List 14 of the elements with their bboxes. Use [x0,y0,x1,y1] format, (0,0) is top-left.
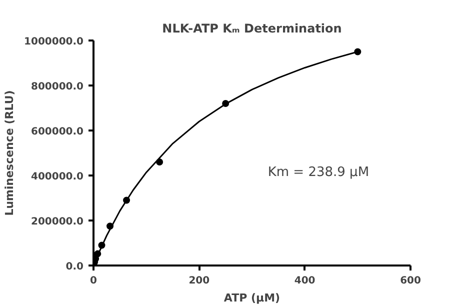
y-tick-label: 800000.0 [30,82,84,92]
chart-title: NLK-ATP Kₘ Determination [162,22,342,36]
x-tick-label: 600 [400,276,421,286]
y-tick-label: 200000.0 [30,216,84,228]
x-tick-label: 0 [90,276,98,286]
x-tick-label: 400 [294,276,316,286]
y-tick-label: 600000.0 [30,126,84,138]
x-axis-title: ATP (µM) [224,292,280,304]
annotation: Km = 238.9 µM [268,165,370,180]
y-tick-label: 0.0 [66,262,84,272]
x-tick-label: 200 [188,276,210,286]
y-axis-title: Luminescence (RLU) [3,90,16,216]
y-tick-label: 400000.0 [30,172,84,182]
y-tick-label: 1000000.0 [24,36,84,48]
